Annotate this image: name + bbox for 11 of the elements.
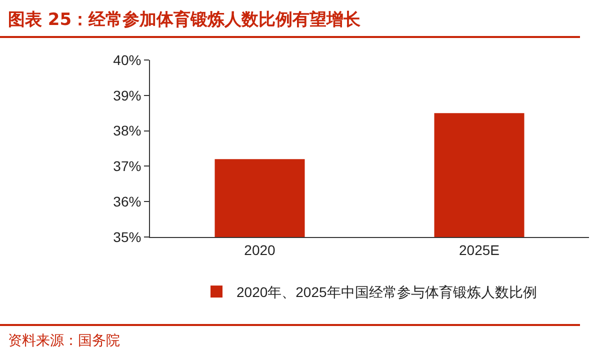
- x-tick-label: 2025E: [459, 242, 500, 258]
- legend-label: 2020年、2025年中国经常参与体育锻炼人数比例: [236, 284, 537, 300]
- text: 资料来源：国务院: [8, 332, 120, 350]
- y-tick-label: 40%: [113, 52, 142, 68]
- chart-title: 图表 25：经常参加体育锻炼人数比例有望增长: [8, 9, 361, 31]
- y-tick-label: 38%: [113, 122, 142, 139]
- y-tick-label: 36%: [113, 194, 142, 210]
- y-tick-label: 39%: [113, 87, 142, 104]
- y-tick-label: 35%: [113, 228, 142, 245]
- y-tick-label: 37%: [113, 158, 142, 174]
- x-tick-label: 2020: [244, 242, 276, 258]
